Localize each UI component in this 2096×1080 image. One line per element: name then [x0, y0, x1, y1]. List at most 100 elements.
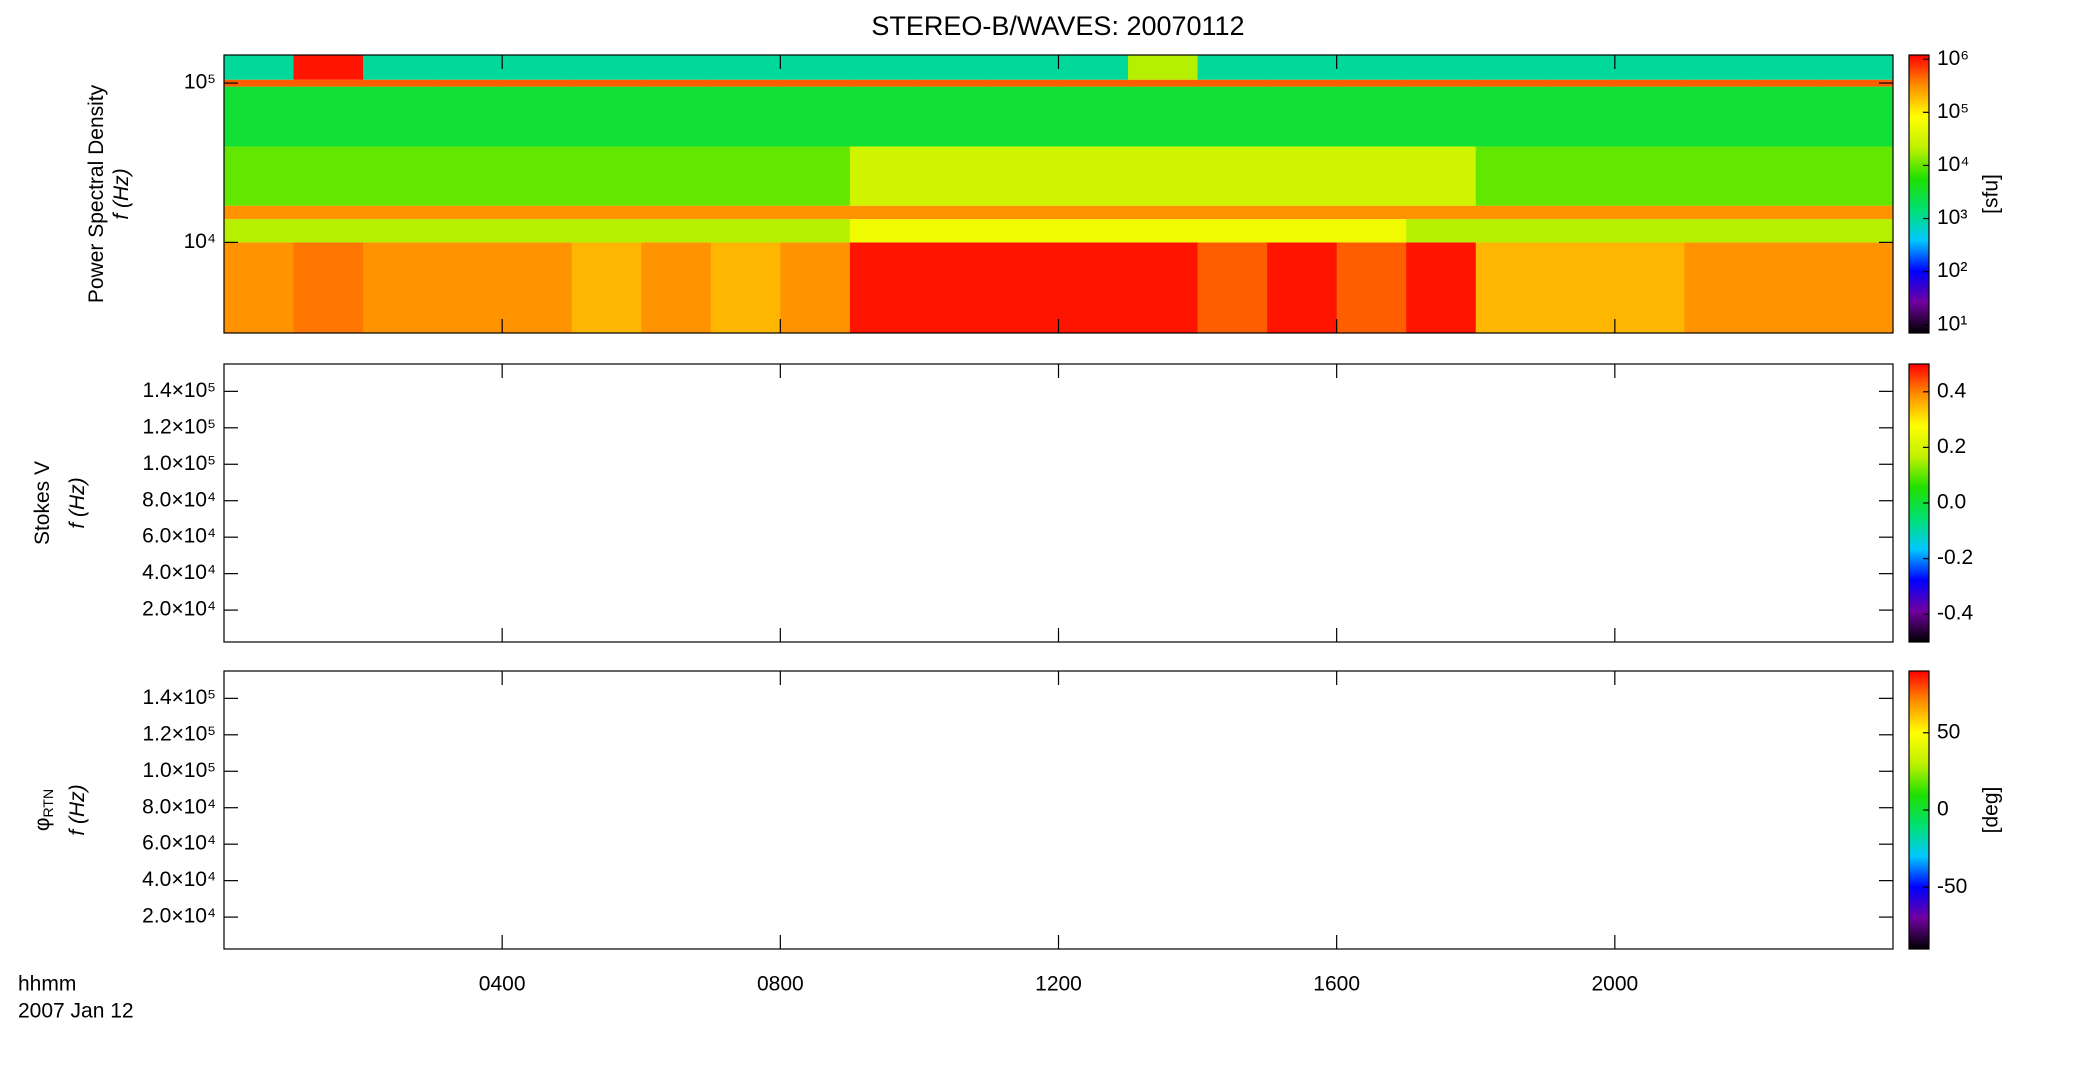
heatmap-cell [780, 55, 851, 80]
heatmap-cell [293, 79, 364, 87]
colorbar-tick-label: 10⁴ [1937, 153, 1969, 176]
heatmap-cell [1128, 205, 1199, 220]
heatmap-cell [988, 242, 1059, 333]
colorbar-tick-label: 0.4 [1937, 379, 1967, 402]
heatmap-cell [780, 242, 851, 333]
heatmap-cell [1267, 219, 1338, 243]
heatmap-cell [1614, 219, 1685, 243]
heatmap-cell [502, 219, 573, 243]
heatmap-cell [1058, 79, 1129, 87]
heatmap-cell [1545, 146, 1616, 206]
heatmap-cell [1475, 86, 1546, 147]
heatmap-cell [1545, 55, 1616, 80]
heatmap-cell [1058, 86, 1129, 147]
heatmap-cell [1684, 79, 1755, 87]
x-tick-label: 0800 [757, 973, 804, 996]
heatmap-cell [1267, 55, 1338, 80]
heatmap-cell [1058, 146, 1129, 206]
y-axis-label: f (Hz) [66, 477, 89, 528]
heatmap-cell [849, 242, 920, 333]
heatmap-cell [919, 242, 990, 333]
heatmap-cell [432, 55, 503, 80]
heatmap-cell [1823, 86, 1894, 147]
heatmap-cell [1058, 205, 1129, 220]
heatmap-cell [1614, 242, 1685, 333]
heatmap-cell [710, 55, 781, 80]
colorbar-tick-label: -50 [1937, 875, 1967, 898]
heatmap-cell [363, 79, 434, 87]
heatmap-cell [432, 79, 503, 87]
heatmap-cell [780, 86, 851, 147]
heatmap-cell [1336, 242, 1407, 333]
colorbar-label: [deg] [1980, 787, 2003, 834]
heatmap-cell [293, 146, 364, 206]
colorbar-tick-label: 50 [1937, 720, 1960, 743]
y-tick-label: 8.0×10⁴ [142, 795, 216, 818]
heatmap-cell [1128, 86, 1199, 147]
heatmap-cell [1753, 55, 1824, 80]
heatmap-cell [641, 219, 712, 243]
heatmap-cell [1406, 219, 1477, 243]
y-axis-label: Power Spectral Density [85, 84, 108, 303]
heatmap-cell [1406, 55, 1477, 80]
colorbar-label: [sfu] [1980, 174, 2003, 214]
y-tick-label: 1.4×10⁵ [142, 379, 216, 402]
colorbar-tick-label: 0 [1937, 798, 1949, 821]
colorbar-tick-label: 10⁶ [1937, 47, 1969, 70]
heatmap-cell [571, 86, 642, 147]
heatmap-cell [1197, 205, 1268, 220]
colorbar-tick-label: 0.0 [1937, 491, 1966, 514]
heatmap-cell [849, 55, 920, 80]
heatmap-cell [1475, 219, 1546, 243]
heatmap-cell [919, 219, 990, 243]
y-axis-label-text: φ [31, 817, 54, 831]
heatmap-cell [1823, 242, 1894, 333]
heatmap-cell [1684, 86, 1755, 147]
x-axis-label: hhmm [18, 973, 76, 996]
x-tick-label: 2000 [1591, 973, 1638, 996]
heatmap-cell [1753, 79, 1824, 87]
y-tick-label: 6.0×10⁴ [142, 832, 216, 855]
heatmap-cell [641, 55, 712, 80]
y-axis-label: f (Hz) [110, 168, 133, 219]
heatmap-cell [293, 219, 364, 243]
heatmap-cell [1545, 242, 1616, 333]
heatmap-cell [780, 219, 851, 243]
heatmap-cell [641, 146, 712, 206]
y-tick-label: 1.4×10⁵ [142, 686, 216, 709]
heatmap-cell [919, 55, 990, 80]
heatmap-cell [1406, 86, 1477, 147]
heatmap-cell [1684, 205, 1755, 220]
heatmap-cell [1545, 86, 1616, 147]
colorbar [1908, 54, 1930, 334]
heatmap-cell [849, 205, 920, 220]
heatmap-cell [710, 146, 781, 206]
heatmap-cell [1753, 146, 1824, 206]
heatmap-cell [1267, 242, 1338, 333]
heatmap-cell [432, 205, 503, 220]
heatmap-cell [1614, 205, 1685, 220]
heatmap-cell [1823, 79, 1894, 87]
heatmap-cell [710, 205, 781, 220]
colorbar-tick-label: 10¹ [1937, 312, 1967, 335]
heatmap-cell [502, 79, 573, 87]
heatmap-cell [849, 219, 920, 243]
heatmap-cell [1406, 146, 1477, 206]
heatmap-cell [641, 86, 712, 147]
heatmap-cell [710, 219, 781, 243]
colorbar-tick-label: 10⁵ [1937, 100, 1969, 123]
heatmap-cell [919, 146, 990, 206]
heatmap-cell [1267, 86, 1338, 147]
y-tick-label: 4.0×10⁴ [142, 561, 216, 584]
heatmap-cell [1197, 79, 1268, 87]
heatmap-cell [1058, 242, 1129, 333]
heatmap-cell [1128, 79, 1199, 87]
heatmap-cell [988, 55, 1059, 80]
heatmap-cell [988, 219, 1059, 243]
heatmap-cell [849, 146, 920, 206]
heatmap-cell [293, 55, 364, 80]
heatmap-cell [224, 86, 295, 147]
heatmap-cell [1267, 79, 1338, 87]
heatmap-cell [1475, 242, 1546, 333]
